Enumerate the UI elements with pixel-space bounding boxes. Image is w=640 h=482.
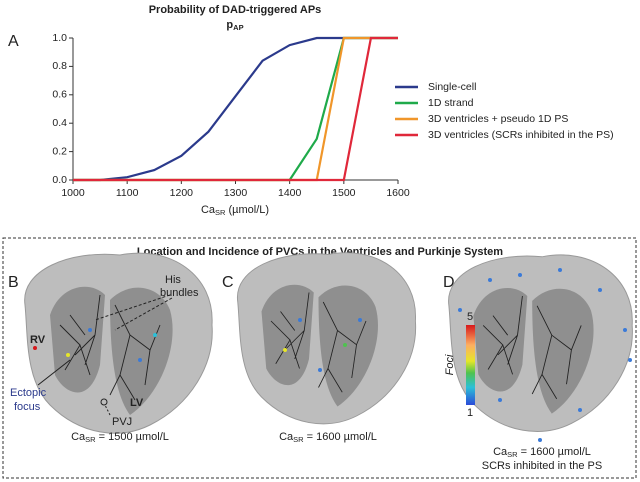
colorbar-tick: 1: [467, 407, 473, 419]
legend-label: Single-cell: [428, 81, 476, 93]
x-tick-label: 1000: [61, 187, 85, 199]
annotation: Ectopic: [10, 387, 47, 399]
colorbar-label: Foci: [444, 354, 456, 375]
panel-label: D: [443, 274, 455, 291]
caption-rest: = 1600 µmol/L: [304, 431, 377, 443]
x-label-sub: SR: [215, 208, 226, 217]
panel-label: C: [222, 274, 234, 291]
colorbar-tick: 5: [467, 311, 473, 323]
annotation: His: [165, 274, 181, 286]
caption-sub: SR: [507, 450, 518, 459]
x-axis-label: CaSR (µmol/L): [201, 204, 269, 217]
x-label-rest: (µmol/L): [225, 204, 269, 216]
chart-title: Probability of DAD-triggered APs: [149, 4, 322, 16]
caption-main: Ca: [279, 431, 294, 443]
annotation: LV: [130, 397, 144, 409]
caption-sub: SR: [293, 435, 304, 444]
annotation: PVJ: [112, 416, 132, 428]
legend-label: 3D ventricles + pseudo 1D PS: [428, 113, 568, 125]
legend-label: 3D ventricles (SCRs inhibited in the PS): [428, 129, 614, 141]
arrows: [37, 294, 173, 416]
series-line: [73, 36, 398, 182]
annotation: bundles: [160, 287, 199, 299]
heart-c: [236, 252, 417, 425]
y-tick-label: 0.6: [52, 89, 67, 101]
caption-note: SCRs inhibited in the PS: [482, 460, 602, 472]
heart-b: [24, 252, 213, 434]
caption: CaSR = 1500 µmol/L: [71, 431, 169, 444]
x-tick-label: 1500: [332, 187, 356, 199]
y-tick-label: 0.4: [52, 117, 67, 129]
section-title: Location and Incidence of PVCs in the Ve…: [137, 246, 503, 258]
subtitle-main: p: [226, 19, 233, 31]
subtitle-sub: AP: [233, 23, 243, 32]
x-tick-label: 1100: [116, 187, 139, 199]
y-tick-label: 0.0: [52, 174, 67, 186]
x-tick-label: 1600: [386, 187, 410, 199]
x-label-main: Ca: [201, 204, 216, 216]
x-tick-label: 1300: [224, 187, 248, 199]
legend-label: 1D strand: [428, 97, 474, 109]
y-tick-label: 0.8: [52, 60, 67, 72]
chart-subtitle: pAP: [226, 19, 243, 32]
panel-label: B: [8, 274, 19, 291]
panel-label: A: [8, 33, 19, 50]
colorbar: [466, 325, 475, 405]
series-line: [73, 36, 398, 182]
caption-rest: = 1500 µmol/L: [96, 431, 169, 443]
panel-frame: [2, 237, 637, 479]
caption: CaSR = 1600 µmol/L: [493, 446, 591, 459]
x-tick-label: 1200: [170, 187, 194, 199]
x-tick-label: 1400: [278, 187, 302, 199]
annotation: RV: [30, 334, 46, 346]
caption-sub: SR: [85, 435, 96, 444]
y-tick-label: 0.2: [52, 145, 67, 157]
series-line: [73, 36, 398, 182]
series-line: [73, 36, 398, 182]
caption: CaSR = 1600 µmol/L: [279, 431, 377, 444]
heart-d: [448, 254, 633, 432]
y-tick-label: 1.0: [52, 32, 67, 44]
caption-rest: = 1600 µmol/L: [518, 446, 591, 458]
caption-main: Ca: [71, 431, 86, 443]
caption-main: Ca: [493, 446, 508, 458]
annotation: focus: [14, 401, 41, 413]
